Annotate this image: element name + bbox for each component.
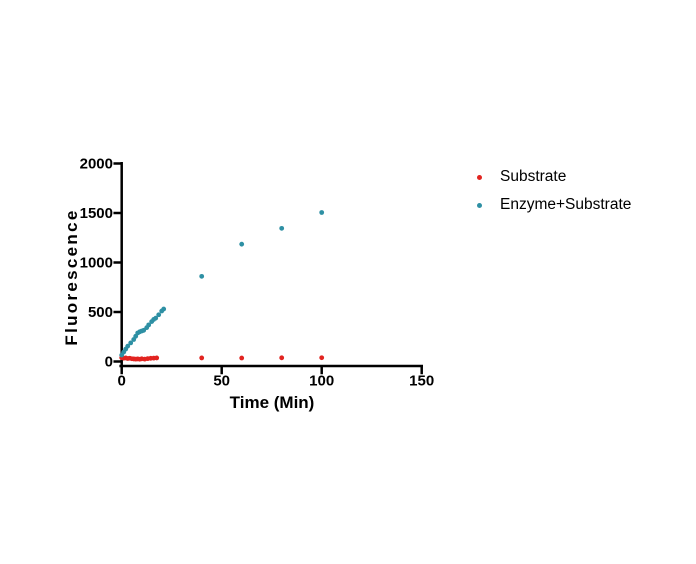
svg-text:1000: 1000 (80, 255, 113, 272)
legend-label-enzyme-substrate: Enzyme+Substrate (500, 196, 632, 213)
enzyme-substrate-marker-icon (477, 202, 482, 208)
svg-text:0: 0 (118, 373, 126, 390)
svg-text:1500: 1500 (80, 205, 113, 222)
y-axis-label: Fluorescence (62, 208, 81, 346)
svg-text:2000: 2000 (80, 156, 113, 173)
svg-text:100: 100 (309, 373, 334, 390)
svg-text:500: 500 (88, 304, 113, 321)
legend-item-substrate: Substrate (477, 163, 631, 191)
svg-text:50: 50 (213, 373, 230, 390)
substrate-marker-icon (477, 174, 482, 180)
svg-text:0: 0 (105, 354, 113, 371)
legend-label-substrate: Substrate (500, 168, 567, 185)
legend-item-enzyme-substrate: Enzyme+Substrate (477, 191, 631, 219)
legend: Substrate Enzyme+Substrate (477, 163, 631, 219)
svg-text:150: 150 (409, 373, 434, 390)
x-axis-label: Time (Min) (229, 393, 315, 412)
